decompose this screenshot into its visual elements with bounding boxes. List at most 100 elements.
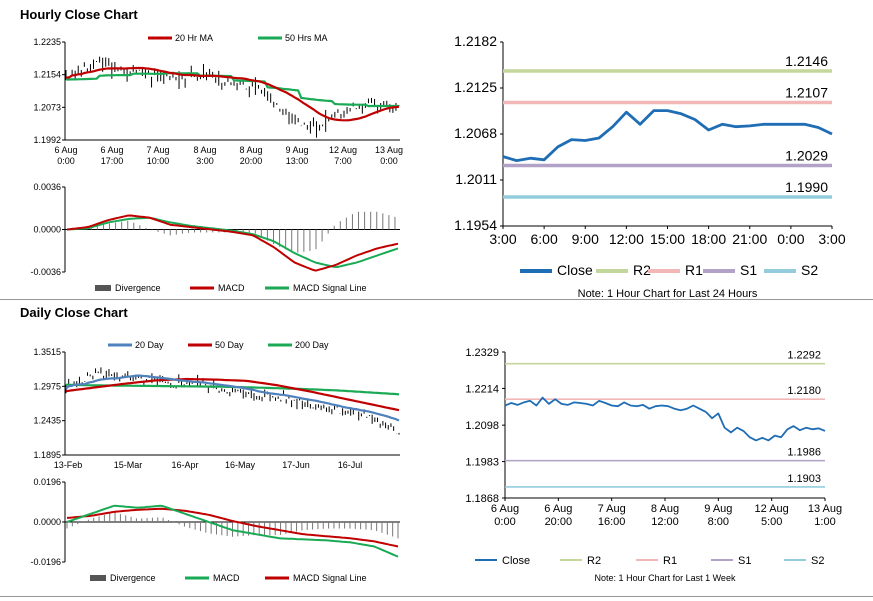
hourly-price-ma-20 xyxy=(65,66,400,122)
daily-price-ma-50 xyxy=(65,377,400,412)
daily-right-ytick-label: 1.1983 xyxy=(465,457,499,469)
hourly-right-legend-label-R2: R2 xyxy=(633,262,651,278)
hourly-right-xtick-label: 9:00 xyxy=(572,231,599,247)
hourly-price-xtick-label: 10:00 xyxy=(147,156,170,166)
daily-price-xtick-label: 15-Mar xyxy=(114,460,143,470)
daily-right-ytick-label: 1.2214 xyxy=(465,383,499,395)
hourly-price-xtick-label: 0:00 xyxy=(380,156,398,166)
hourly-price-xtick-label: 6 Aug xyxy=(100,145,123,155)
hourly-price-xtick-label: 20:00 xyxy=(240,156,263,166)
hourly-macd-macd-line xyxy=(66,214,399,272)
daily-right-ytick-label: 1.1868 xyxy=(465,493,499,505)
daily-macd-ytick-label: 0.0196 xyxy=(33,477,61,487)
hourly-right-xtick-label: 3:00 xyxy=(489,231,516,247)
hourly-right-xtick-label: 12:00 xyxy=(609,231,644,247)
hourly-right-xtick-label: 15:00 xyxy=(650,231,685,247)
daily-price-ytick-label: 1.3515 xyxy=(33,347,61,357)
daily-right-xtick-label: 8 Aug xyxy=(651,503,679,515)
daily-right-xtick-label: 8:00 xyxy=(708,516,729,528)
hourly-macd-ytick-label: -0.0036 xyxy=(30,267,61,277)
hourly-price-legend-label: 50 Hrs MA xyxy=(285,33,328,43)
hourly-right-level-label-S1: 1.2029 xyxy=(785,147,828,163)
hourly-price-ytick-label: 1.2154 xyxy=(33,70,61,80)
hourly-right-ytick-label: 1.2068 xyxy=(454,125,497,141)
hourly-right-close-line xyxy=(502,109,833,163)
hourly-right-legend-label-R1: R1 xyxy=(685,262,703,278)
daily-macd-legend-label: MACD xyxy=(213,573,240,583)
hourly-right-xtick-label: 6:00 xyxy=(531,231,558,247)
hourly-right-level-label-S2: 1.1990 xyxy=(785,179,828,195)
daily-price-ma-20 xyxy=(65,374,400,422)
hourly-macd-legend-label: MACD Signal Line xyxy=(293,283,367,293)
hourly-price-xtick-label: 7 Aug xyxy=(146,145,169,155)
hourly-right-level-label-R2: 1.2146 xyxy=(785,53,828,69)
daily-macd-macd-line xyxy=(66,504,399,558)
hourly-right-ytick-label: 1.1954 xyxy=(454,217,497,233)
daily-right-xtick-label: 13 Aug xyxy=(808,503,842,515)
hourly-price-xtick-label: 12 Aug xyxy=(329,145,357,155)
hourly-right-xtick-label: 0:00 xyxy=(777,231,804,247)
hourly-price-xtick-label: 17:00 xyxy=(101,156,124,166)
daily-price-legend-label: 200 Day xyxy=(295,340,329,350)
hourly-title: Hourly Close Chart xyxy=(20,7,138,22)
hourly-right-ytick-label: 1.2182 xyxy=(454,33,497,49)
daily-price-xtick-label: 17-Jun xyxy=(282,460,310,470)
hourly-price-xtick-label: 8 Aug xyxy=(193,145,216,155)
daily-price-ytick-label: 1.2435 xyxy=(33,416,61,426)
daily-right-level-label-S1: 1.1986 xyxy=(787,447,821,459)
hourly-price-xtick-label: 0:00 xyxy=(57,156,75,166)
daily-right-ytick-label: 1.2098 xyxy=(465,420,499,432)
daily-price-ytick-label: 1.2975 xyxy=(33,381,61,391)
hourly-right-note: Note: 1 Hour Chart for Last 24 Hours xyxy=(578,288,758,300)
bottom-divider xyxy=(0,596,873,597)
daily-price-xtick-label: 16-Apr xyxy=(171,460,198,470)
daily-right-xtick-label: 1:00 xyxy=(814,516,835,528)
daily-right-legend-label-S2: S2 xyxy=(811,555,824,567)
daily-price-xtick-label: 16-Jul xyxy=(338,460,363,470)
hourly-price-xtick-label: 7:00 xyxy=(334,156,352,166)
hourly-right-ytick-label: 1.2011 xyxy=(455,171,497,187)
daily-price-xtick-label: 16-May xyxy=(225,460,256,470)
daily-macd-legend-swatch xyxy=(90,575,106,581)
daily-title: Daily Close Chart xyxy=(20,305,128,320)
daily-price-xtick-label: 13-Feb xyxy=(54,460,83,470)
daily-right-xtick-label: 12 Aug xyxy=(755,503,789,515)
hourly-price-legend-label: 20 Hr MA xyxy=(175,33,213,43)
hourly-price-xtick-label: 6 Aug xyxy=(54,145,77,155)
hourly-macd-signal-line xyxy=(66,216,399,268)
hourly-price-xtick-label: 8 Aug xyxy=(239,145,262,155)
daily-right-xtick-label: 20:00 xyxy=(545,516,573,528)
hourly-price-xtick-label: 13:00 xyxy=(286,156,309,166)
daily-right-level-label-R1: 1.2180 xyxy=(787,385,821,397)
hourly-price-xtick-label: 3:00 xyxy=(196,156,214,166)
hourly-price-ytick-label: 1.2235 xyxy=(33,37,61,47)
hourly-price-xtick-label: 13 Aug xyxy=(375,145,403,155)
hourly-right-xtick-label: 21:00 xyxy=(732,231,767,247)
daily-right-legend-label-R2: R2 xyxy=(587,555,601,567)
hourly-right-xtick-label: 18:00 xyxy=(691,231,726,247)
daily-right-legend-label-R1: R1 xyxy=(663,555,677,567)
hourly-right-legend-label-S2: S2 xyxy=(801,262,818,278)
daily-price-ytick-label: 1.1895 xyxy=(33,450,61,460)
hourly-macd-legend-swatch xyxy=(95,285,111,291)
daily-right-xtick-label: 12:00 xyxy=(651,516,679,528)
hourly-right-legend-label-S1: S1 xyxy=(740,262,757,278)
hourly-right-xtick-label: 3:00 xyxy=(818,231,845,247)
hourly-price-ytick-label: 1.1992 xyxy=(33,135,61,145)
daily-macd-ytick-label: -0.0196 xyxy=(30,557,61,567)
hourly-right-legend-label-Close: Close xyxy=(557,262,593,278)
daily-right-legend-label-S1: S1 xyxy=(738,555,751,567)
daily-right-xtick-label: 9 Aug xyxy=(704,503,732,515)
hourly-macd-legend-label: Divergence xyxy=(115,283,161,293)
daily-right-xtick-label: 0:00 xyxy=(494,516,515,528)
daily-macd-legend-label: MACD Signal Line xyxy=(293,573,367,583)
hourly-macd-ytick-label: 0.0036 xyxy=(33,182,61,192)
daily-price-legend-label: 50 Day xyxy=(215,340,244,350)
daily-right-xtick-label: 6 Aug xyxy=(544,503,572,515)
hourly-price-xtick-label: 9 Aug xyxy=(285,145,308,155)
hourly-right-level-label-R1: 1.2107 xyxy=(785,85,828,101)
daily-right-ytick-label: 1.2329 xyxy=(465,347,499,359)
daily-right-xtick-label: 16:00 xyxy=(598,516,626,528)
daily-right-xtick-label: 5:00 xyxy=(761,516,782,528)
